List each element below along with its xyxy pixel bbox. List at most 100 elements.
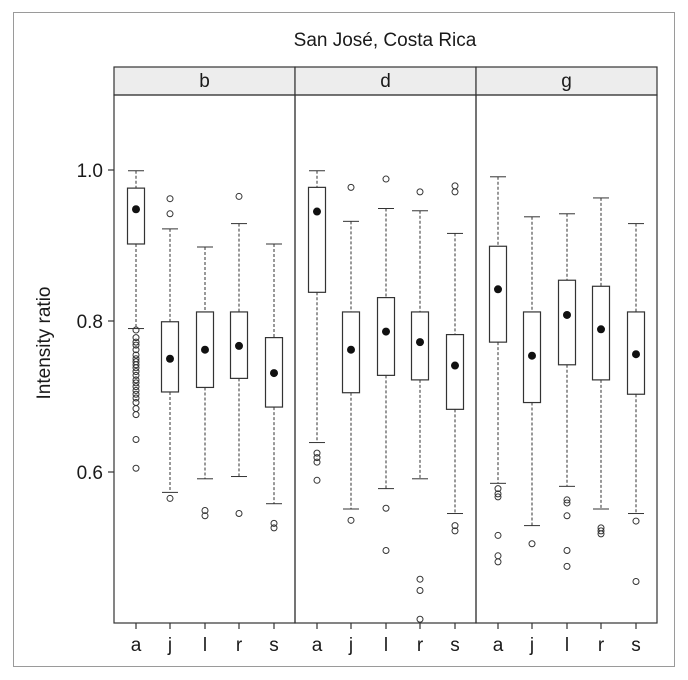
x-tick-label: s xyxy=(450,635,460,656)
box-d-a xyxy=(307,186,327,293)
median-dot xyxy=(632,350,640,359)
outlier-point xyxy=(313,454,321,462)
outlier-point xyxy=(597,524,605,532)
outlier-point xyxy=(235,192,243,200)
x-tick-label: j xyxy=(167,635,172,656)
box-d-s xyxy=(445,333,465,410)
outlier-point xyxy=(132,436,140,444)
outlier-point xyxy=(451,188,459,196)
y-tick-label: 0.8 xyxy=(77,312,103,333)
median-dot xyxy=(597,325,605,334)
box-g-a xyxy=(488,245,508,343)
median-dot xyxy=(270,369,278,378)
outlier-point xyxy=(382,175,390,183)
median-dot xyxy=(166,354,174,363)
outlier-point xyxy=(416,587,424,595)
median-dot xyxy=(416,338,424,347)
outlier-point xyxy=(132,464,140,472)
outlier-point xyxy=(132,405,140,413)
outlier-point xyxy=(132,411,140,419)
median-dot xyxy=(235,341,243,350)
outlier-point xyxy=(632,517,640,525)
outlier-point xyxy=(494,558,502,566)
y-tick-label: 1.0 xyxy=(77,161,103,182)
panel-strip-g xyxy=(475,66,658,96)
outlier-point xyxy=(451,522,459,530)
outlier-point xyxy=(270,519,278,527)
outlier-point xyxy=(563,562,571,570)
outlier-point xyxy=(270,524,278,532)
outlier-point xyxy=(528,540,536,548)
outlier-point xyxy=(494,485,502,493)
outlier-point xyxy=(132,334,140,342)
outlier-point xyxy=(416,615,424,623)
outlier-point xyxy=(132,376,140,384)
outlier-point xyxy=(313,476,321,484)
x-tick-label: s xyxy=(631,635,641,656)
x-tick-label: a xyxy=(131,635,142,656)
outlier-point xyxy=(132,379,140,387)
box-b-a xyxy=(126,187,146,245)
box-g-l xyxy=(557,279,577,366)
outlier-point xyxy=(416,575,424,583)
outlier-point xyxy=(201,507,209,515)
panel-strip-label-b: b xyxy=(199,71,210,92)
outlier-point xyxy=(313,449,321,457)
outlier-point xyxy=(132,368,140,376)
outlier-point xyxy=(132,355,140,363)
median-dot xyxy=(563,310,571,319)
outlier-point xyxy=(451,527,459,535)
median-dot xyxy=(494,285,502,294)
outlier-point xyxy=(563,512,571,520)
y-tick-label: 0.6 xyxy=(77,463,103,484)
outlier-point xyxy=(494,552,502,560)
outlier-point xyxy=(563,496,571,504)
outlier-point xyxy=(132,394,140,402)
outlier-point xyxy=(563,499,571,507)
x-tick-label: j xyxy=(348,635,353,656)
x-tick-label: l xyxy=(203,635,207,656)
outlier-point xyxy=(132,351,140,359)
outlier-point xyxy=(166,210,174,218)
outlier-point xyxy=(382,547,390,555)
chart-title: San José, Costa Rica xyxy=(294,30,477,51)
median-dot xyxy=(382,327,390,336)
x-tick-label: s xyxy=(269,635,279,656)
outlier-point xyxy=(132,386,140,394)
outlier-point xyxy=(132,383,140,391)
outlier-point xyxy=(132,326,140,334)
median-dot xyxy=(451,361,459,370)
outlier-point xyxy=(132,399,140,407)
outlier-point xyxy=(494,493,502,501)
outlier-point xyxy=(132,338,140,346)
outlier-point xyxy=(597,527,605,535)
panel-strip-label-d: d xyxy=(380,71,391,92)
outlier-point xyxy=(201,512,209,520)
x-tick-label: j xyxy=(529,635,534,656)
outlier-point xyxy=(132,358,140,366)
median-dot xyxy=(313,207,321,216)
outlier-point xyxy=(166,195,174,203)
outlier-point xyxy=(235,510,243,518)
figure-frame xyxy=(13,12,675,667)
outlier-point xyxy=(494,490,502,498)
x-tick-label: a xyxy=(312,635,323,656)
panel-strip-label-g: g xyxy=(561,71,572,92)
median-dot xyxy=(347,345,355,354)
outlier-point xyxy=(132,341,140,349)
outlier-point xyxy=(132,346,140,354)
outlier-point xyxy=(382,504,390,512)
outlier-point xyxy=(313,458,321,466)
outlier-point xyxy=(166,494,174,502)
x-tick-label: l xyxy=(384,635,388,656)
outlier-point xyxy=(563,547,571,555)
median-dot xyxy=(132,205,140,214)
x-tick-label: a xyxy=(493,635,504,656)
x-tick-label: r xyxy=(598,635,605,656)
outlier-point xyxy=(632,577,640,585)
outlier-point xyxy=(494,531,502,539)
y-axis-label: Intensity ratio xyxy=(34,287,55,400)
outlier-point xyxy=(416,188,424,196)
x-tick-label: r xyxy=(417,635,424,656)
